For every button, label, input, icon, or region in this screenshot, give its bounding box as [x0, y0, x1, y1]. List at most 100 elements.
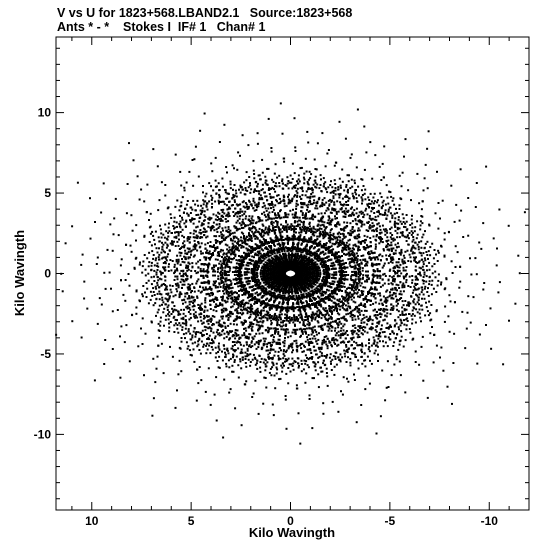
- uv-point: [251, 358, 254, 361]
- uv-point: [189, 332, 192, 335]
- uv-point: [340, 322, 343, 325]
- uv-point: [363, 321, 366, 324]
- uv-point: [181, 260, 184, 263]
- uv-point: [167, 265, 170, 268]
- uv-point: [310, 265, 313, 268]
- uv-point: [177, 284, 180, 287]
- uv-point: [310, 333, 313, 336]
- uv-point: [169, 242, 172, 245]
- uv-point: [333, 164, 336, 167]
- uv-point: [352, 196, 355, 199]
- uv-point: [362, 276, 364, 279]
- uv-point: [359, 272, 362, 275]
- uv-point: [326, 281, 329, 284]
- uv-point: [249, 333, 252, 336]
- uv-point: [181, 322, 184, 325]
- uv-point: [299, 167, 302, 170]
- uv-point: [300, 370, 303, 373]
- uv-point: [229, 322, 232, 325]
- uv-point: [315, 250, 318, 253]
- uv-point: [311, 316, 314, 319]
- uv-point: [364, 365, 367, 368]
- uv-point: [420, 254, 423, 257]
- uv-point: [287, 336, 290, 339]
- uv-point: [353, 253, 356, 256]
- uv-point: [215, 235, 218, 238]
- uv-point: [327, 266, 330, 269]
- uv-point: [347, 245, 349, 248]
- uv-point: [289, 201, 292, 204]
- uv-point: [234, 291, 237, 294]
- uv-point: [434, 212, 437, 215]
- uv-point: [329, 198, 332, 201]
- uv-point: [156, 292, 159, 295]
- uv-point: [229, 280, 232, 283]
- uv-point: [221, 350, 223, 353]
- uv-point: [221, 177, 224, 180]
- uv-point: [278, 289, 281, 292]
- uv-point: [150, 244, 153, 247]
- uv-point: [320, 251, 323, 254]
- uv-point: [247, 302, 250, 305]
- uv-point: [382, 273, 385, 276]
- uv-point: [296, 238, 299, 241]
- uv-point: [321, 290, 324, 293]
- uv-point: [244, 210, 247, 213]
- uv-point: [321, 132, 324, 135]
- uv-point: [267, 356, 270, 359]
- uv-point: [300, 293, 303, 296]
- uv-point: [196, 368, 199, 371]
- uv-point: [378, 254, 381, 257]
- uv-point: [163, 236, 166, 239]
- uv-point: [304, 217, 307, 220]
- uv-point: [217, 351, 220, 353]
- uv-point: [397, 222, 400, 225]
- uv-point: [220, 333, 223, 336]
- uv-point: [293, 172, 296, 175]
- uv-point: [141, 317, 144, 320]
- uv-point: [297, 223, 299, 226]
- uv-point: [403, 256, 406, 259]
- uv-point: [304, 227, 307, 230]
- uv-point: [334, 208, 337, 211]
- uv-point: [247, 144, 250, 147]
- uv-point: [120, 325, 123, 328]
- uv-point: [367, 374, 370, 377]
- uv-point: [349, 315, 352, 318]
- uv-point: [166, 243, 169, 246]
- uv-point: [409, 286, 412, 288]
- uv-point: [268, 371, 271, 374]
- uv-point: [273, 277, 276, 280]
- uv-point: [400, 335, 403, 338]
- uv-point: [254, 237, 257, 240]
- uv-point: [288, 321, 291, 324]
- uv-point: [150, 264, 153, 267]
- uv-point: [198, 217, 201, 219]
- uv-point: [318, 235, 321, 238]
- x-tick-label: 10: [85, 514, 99, 528]
- uv-point: [400, 248, 403, 251]
- uv-point: [398, 328, 400, 331]
- uv-point: [343, 189, 346, 192]
- uv-point: [270, 307, 273, 310]
- uv-point: [303, 229, 306, 232]
- uv-point: [433, 333, 436, 336]
- uv-point: [234, 283, 236, 285]
- uv-point: [310, 236, 313, 239]
- uv-point: [343, 244, 346, 246]
- uv-point: [138, 198, 141, 201]
- uv-point: [412, 256, 415, 259]
- uv-point: [343, 323, 346, 326]
- uv-point: [390, 306, 393, 309]
- uv-point: [333, 339, 336, 342]
- uv-point: [182, 316, 185, 319]
- uv-point: [176, 267, 178, 270]
- uv-point: [240, 267, 243, 270]
- uv-point: [363, 223, 366, 226]
- uv-point: [344, 291, 347, 294]
- uv-point: [123, 341, 126, 344]
- uv-point: [318, 187, 321, 190]
- uv-point: [313, 241, 316, 244]
- uv-point: [180, 317, 183, 320]
- uv-point: [389, 333, 392, 335]
